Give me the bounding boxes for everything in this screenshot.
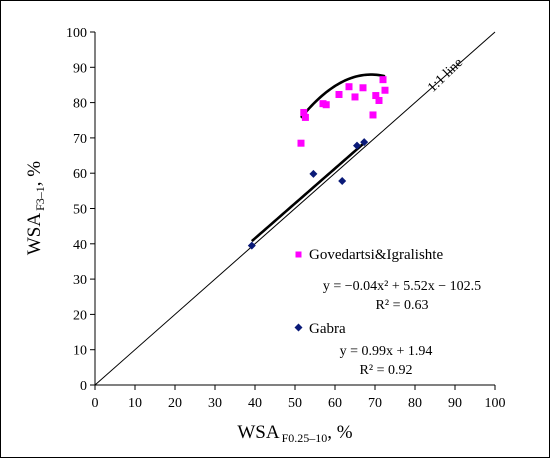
x-axis-title: WSA F0.25–10, % bbox=[237, 422, 352, 445]
data-point-govedartsi bbox=[369, 111, 377, 119]
x-tick-label: 30 bbox=[208, 396, 222, 411]
data-point-gabra bbox=[247, 241, 256, 250]
fit-equation-govedartsi: y = −0.04x² + 5.52x − 102.5 bbox=[323, 279, 481, 294]
data-point-gabra bbox=[338, 176, 347, 185]
x-tick-label: 50 bbox=[288, 396, 302, 411]
y-tick-label: 40 bbox=[73, 238, 87, 253]
fit-equation-gabra: y = 0.99x + 1.94 bbox=[340, 344, 433, 359]
x-tick-label: 20 bbox=[168, 396, 182, 411]
x-tick-label: 0 bbox=[92, 396, 99, 411]
fit-r2-gabra: R² = 0.92 bbox=[360, 363, 413, 378]
y-tick-label: 100 bbox=[66, 26, 87, 41]
y-tick-label: 10 bbox=[73, 344, 87, 359]
data-point-govedartsi bbox=[375, 96, 383, 104]
y-tick-label: 50 bbox=[73, 203, 87, 218]
legend-label-govedartsi: Govedartsi&Igralishte bbox=[309, 247, 443, 263]
data-point-gabra bbox=[360, 138, 369, 147]
x-tick-label: 70 bbox=[368, 396, 382, 411]
x-tick-label: 60 bbox=[328, 396, 342, 411]
y-axis-title: WSA F3–1, % bbox=[24, 161, 47, 255]
y-axis-title-suffix: , % bbox=[24, 161, 45, 187]
y-axis-title-sub: F3–1 bbox=[33, 186, 47, 211]
y-tick-label: 0 bbox=[80, 379, 87, 394]
x-tick-label: 80 bbox=[408, 396, 422, 411]
y-tick-label: 20 bbox=[73, 308, 87, 323]
legend-label-gabra: Gabra bbox=[309, 321, 346, 337]
fit-line-govedartsi bbox=[299, 73, 386, 119]
data-point-govedartsi bbox=[381, 86, 389, 94]
y-tick-label: 70 bbox=[73, 132, 87, 147]
x-tick-label: 10 bbox=[128, 396, 142, 411]
data-point-govedartsi bbox=[379, 76, 387, 84]
x-axis-title-sub: F0.25–10 bbox=[282, 431, 328, 445]
legend-marker-govedartsi bbox=[295, 251, 302, 258]
data-point-govedartsi bbox=[335, 90, 343, 98]
data-point-govedartsi bbox=[300, 108, 308, 116]
y-axis-title-main: WSA bbox=[24, 213, 45, 256]
x-tick-label: 90 bbox=[448, 396, 462, 411]
data-point-govedartsi bbox=[372, 92, 380, 100]
x-tick-label: 40 bbox=[248, 396, 262, 411]
data-point-govedartsi bbox=[301, 113, 309, 121]
y-tick-label: 60 bbox=[73, 167, 87, 182]
legend: Govedartsi&Igralishte y = −0.04x² + 5.52… bbox=[294, 247, 481, 378]
y-tick-label: 80 bbox=[73, 97, 87, 112]
data-point-gabra bbox=[309, 169, 318, 178]
x-axis-title-suffix: , % bbox=[327, 422, 353, 443]
x-tick-label: 100 bbox=[485, 396, 506, 411]
reference-line bbox=[94, 31, 496, 386]
y-tick-label: 30 bbox=[73, 273, 87, 288]
x-axis-title-main: WSA bbox=[237, 422, 280, 443]
data-point-govedartsi bbox=[297, 139, 305, 147]
data-point-gabra bbox=[353, 141, 361, 150]
data-point-govedartsi bbox=[351, 93, 359, 101]
y-tick-label: 90 bbox=[73, 61, 87, 76]
data-point-govedartsi bbox=[345, 83, 353, 91]
fit-r2-govedartsi: R² = 0.63 bbox=[376, 298, 429, 313]
data-point-govedartsi bbox=[322, 101, 330, 109]
legend-marker-gabra bbox=[294, 323, 303, 332]
data-point-govedartsi bbox=[359, 84, 367, 92]
fit-line-gabra bbox=[250, 141, 366, 243]
